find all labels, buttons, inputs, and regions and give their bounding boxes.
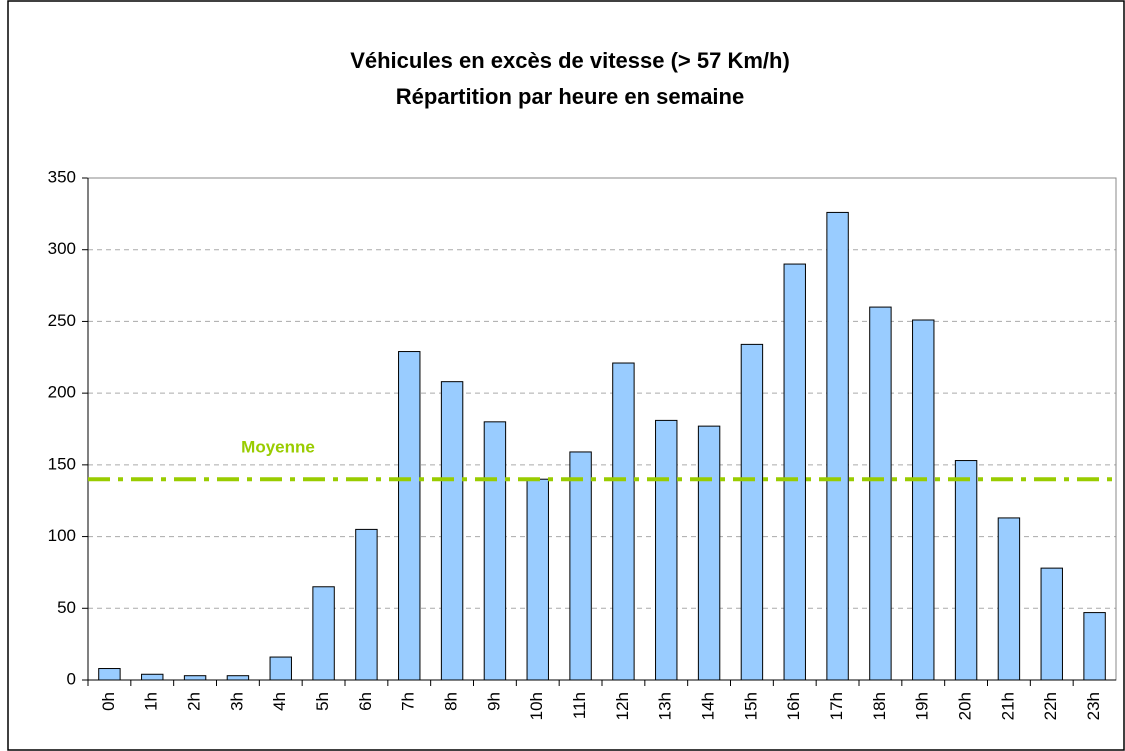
x-tick-label: 9h — [484, 692, 503, 711]
x-tick-label: 21h — [998, 692, 1017, 720]
bar — [740, 343, 764, 681]
x-tick-label: 19h — [913, 692, 932, 720]
bar — [697, 425, 721, 681]
x-tick-label: 0h — [99, 692, 118, 711]
x-tick-label: 12h — [613, 692, 632, 720]
y-tick-label: 150 — [48, 454, 76, 473]
bar — [355, 528, 378, 681]
bar — [783, 263, 806, 681]
x-tick-label: 8h — [442, 692, 461, 711]
x-tick-label: 13h — [656, 692, 675, 720]
x-tick-label: 1h — [142, 692, 161, 711]
bar — [912, 319, 935, 681]
y-tick-label: 100 — [48, 526, 76, 545]
bar — [398, 351, 421, 681]
bar — [440, 381, 464, 681]
x-tick-label: 6h — [356, 692, 375, 711]
bar — [569, 451, 592, 681]
x-tick-label: 14h — [699, 692, 718, 720]
x-tick-label: 17h — [827, 692, 846, 720]
y-tick-label: 200 — [48, 383, 76, 402]
bar — [826, 211, 849, 681]
chart-subtitle: Répartition par heure en semaine — [396, 84, 744, 109]
bar — [312, 586, 335, 681]
x-tick-label: 20h — [956, 692, 975, 720]
x-tick-label: 4h — [270, 692, 289, 711]
bar — [183, 675, 207, 681]
x-tick-label: 22h — [1041, 692, 1060, 720]
y-tick-label: 300 — [48, 239, 76, 258]
x-tick-label: 23h — [1084, 692, 1103, 720]
bar — [526, 478, 549, 681]
bar — [997, 517, 1021, 681]
bar — [98, 668, 121, 681]
x-tick-label: 10h — [527, 692, 546, 720]
x-tick-label: 7h — [399, 692, 418, 711]
y-tick-label: 0 — [67, 669, 76, 688]
bar — [954, 460, 978, 681]
bar — [1040, 567, 1063, 681]
x-tick-label: 18h — [870, 692, 889, 720]
bar — [226, 675, 250, 681]
y-tick-label: 50 — [57, 598, 76, 617]
average-label: Moyenne — [241, 438, 315, 457]
x-tick-label: 11h — [570, 692, 589, 719]
bar — [269, 656, 292, 681]
x-tick-label: 15h — [741, 692, 760, 720]
bar — [483, 421, 507, 681]
x-tick-label: 16h — [784, 692, 803, 720]
bar — [141, 673, 164, 681]
y-tick-label: 350 — [48, 167, 76, 186]
x-tick-label: 2h — [185, 692, 204, 711]
bar — [612, 362, 635, 681]
x-tick-label: 3h — [227, 692, 246, 711]
chart-title: Véhicules en excès de vitesse (> 57 Km/h… — [350, 48, 790, 73]
bar — [869, 306, 892, 681]
bar — [655, 419, 678, 681]
x-tick-label: 5h — [313, 692, 332, 711]
bar — [1083, 612, 1106, 681]
y-tick-label: 250 — [48, 311, 76, 330]
chart-border — [7, 0, 1125, 751]
